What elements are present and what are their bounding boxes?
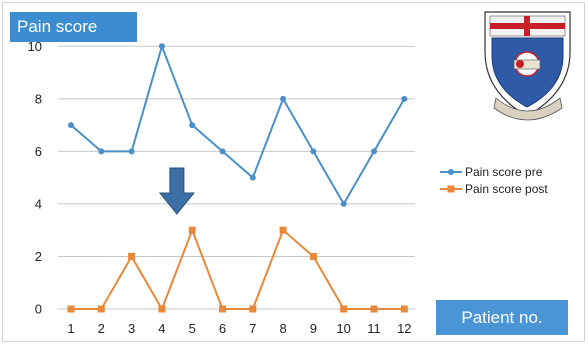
x-tick-label: 6: [219, 321, 226, 336]
data-point: [310, 148, 317, 155]
data-point: [68, 122, 74, 129]
series: [67, 43, 408, 313]
gridlines: [58, 45, 415, 310]
data-point: [188, 226, 196, 234]
x-tick-label: 11: [367, 321, 381, 336]
x-tick-label: 9: [310, 321, 317, 336]
legend-entry: Pain score pre: [440, 165, 543, 179]
x-tick-label: 1: [67, 321, 74, 336]
data-point: [128, 252, 136, 260]
data-point: [219, 305, 226, 313]
data-point: [370, 305, 378, 313]
y-axis-ticks: 0 2 4 6 8 10: [28, 39, 42, 317]
legend-marker: [448, 169, 454, 175]
y-tick-label: 0: [35, 302, 42, 317]
x-tick-label: 5: [189, 321, 196, 336]
legend-entry: Pain score post: [440, 182, 548, 196]
x-tick-label: 2: [98, 321, 105, 336]
x-tick-label: 7: [249, 321, 256, 336]
x-tick-label: 10: [336, 321, 350, 336]
y-tick-label: 6: [35, 144, 42, 159]
data-point: [401, 95, 408, 102]
arrow-shape: [158, 167, 195, 215]
data-point: [249, 174, 256, 181]
y-tick-label: 2: [35, 249, 42, 264]
data-point: [340, 305, 348, 313]
legend-label: Pain score pre: [465, 165, 543, 179]
data-point: [128, 148, 135, 155]
legend-label: Pain score post: [465, 182, 548, 196]
x-tick-label: 12: [397, 321, 411, 336]
legend: Pain score pre Pain score post: [440, 165, 548, 196]
annotations: [158, 167, 195, 215]
y-tick-label: 4: [35, 196, 42, 211]
university-crest-logo: [484, 11, 571, 121]
data-point: [158, 305, 166, 313]
data-point: [249, 305, 257, 313]
data-point: [280, 95, 287, 102]
data-point: [158, 43, 165, 50]
data-point: [400, 305, 408, 313]
series-pre: [68, 43, 408, 207]
x-axis-ticks: 1 2 3 4 5 6 7 8 9 10 11 12: [67, 321, 411, 336]
x-tick-label: 8: [279, 321, 286, 336]
data-point: [97, 305, 105, 313]
data-point: [219, 148, 226, 155]
data-point: [98, 148, 105, 155]
down-arrow-icon: [158, 167, 195, 215]
y-tick-label: 10: [28, 39, 42, 54]
series-line: [70, 43, 406, 206]
x-tick-label: 4: [158, 321, 165, 336]
legend-marker: [447, 185, 455, 193]
series-line: [71, 227, 405, 312]
x-axis-label: Patient no.: [436, 300, 568, 335]
series-post: [67, 226, 408, 313]
data-point: [67, 305, 75, 313]
y-tick-label: 8: [35, 91, 42, 106]
data-point: [189, 122, 196, 129]
x-tick-label: 3: [128, 321, 135, 336]
chart-title: Pain score: [10, 12, 137, 42]
data-point: [340, 200, 347, 207]
data-point: [309, 252, 317, 260]
data-point: [279, 226, 287, 234]
data-point: [371, 148, 377, 155]
